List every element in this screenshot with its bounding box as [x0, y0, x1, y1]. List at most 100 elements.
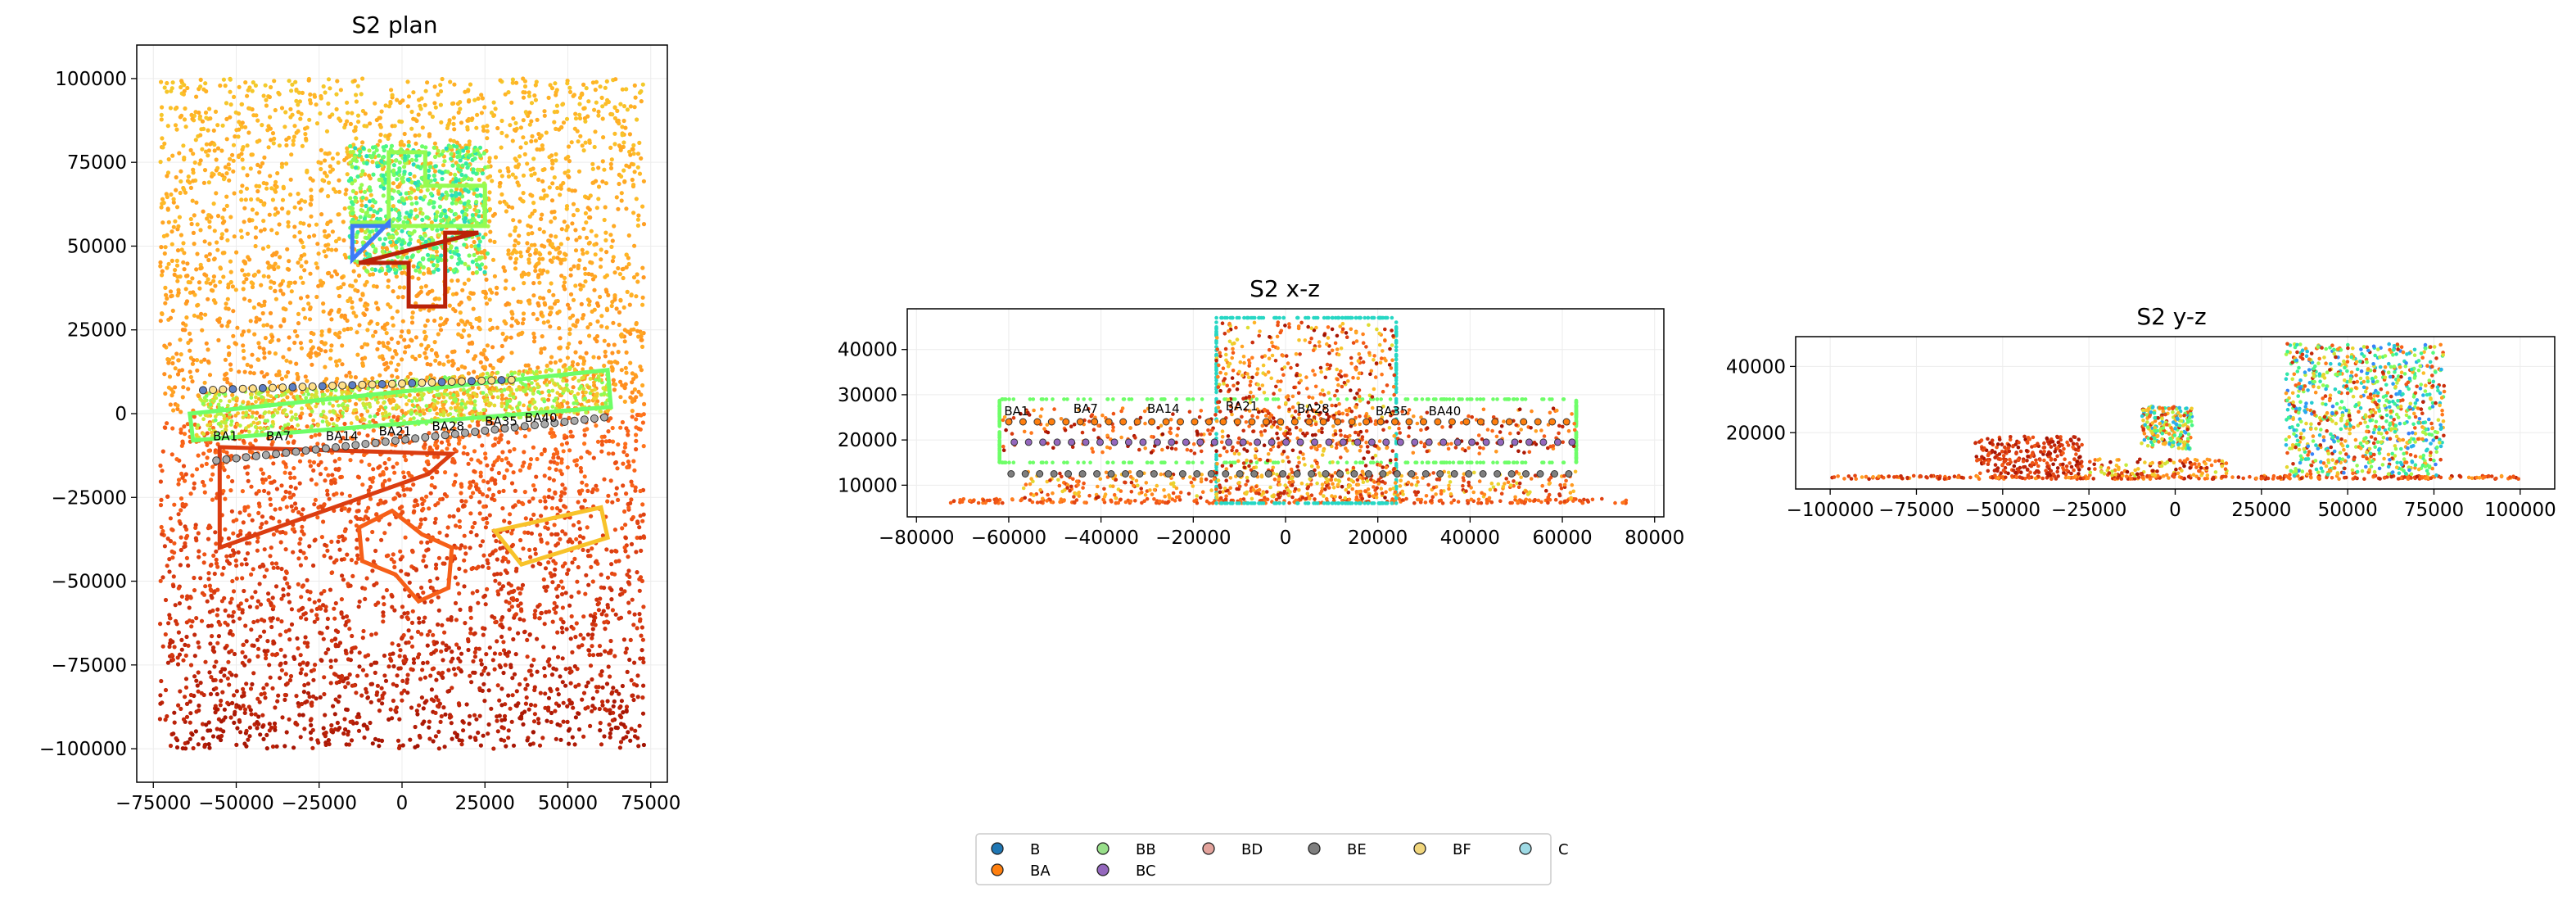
point: [382, 602, 386, 607]
point: [292, 280, 297, 285]
point: [547, 487, 552, 493]
point: [192, 588, 197, 593]
point: [226, 345, 231, 350]
point: [176, 512, 181, 517]
point: [355, 330, 359, 335]
point: [522, 618, 526, 623]
point: [291, 509, 296, 514]
point: [162, 372, 167, 377]
point: [500, 506, 505, 511]
point: [561, 120, 567, 125]
point: [403, 535, 408, 540]
point: [579, 455, 584, 460]
point: [368, 663, 373, 668]
point: [321, 280, 326, 285]
point: [618, 297, 623, 302]
point: [423, 355, 428, 360]
point: [476, 600, 481, 605]
point: [364, 514, 368, 519]
point: [432, 520, 437, 525]
point: [391, 464, 395, 469]
point: [603, 102, 608, 106]
point: [409, 620, 415, 626]
point: [472, 369, 477, 374]
point: [468, 546, 472, 550]
point: [456, 215, 462, 220]
point: [581, 734, 586, 739]
point: [617, 322, 621, 328]
point: [296, 556, 301, 561]
point: [599, 573, 603, 577]
point: [445, 555, 450, 561]
point: [586, 99, 591, 104]
point: [264, 656, 269, 661]
point: [310, 727, 315, 733]
point: [517, 233, 522, 238]
point: [560, 482, 565, 487]
point: [251, 113, 256, 118]
point: [319, 347, 323, 353]
point: [284, 143, 289, 147]
point: [283, 547, 288, 552]
point: [549, 532, 554, 537]
point: [299, 512, 304, 517]
point: [554, 158, 558, 163]
point: [619, 699, 625, 704]
point: [438, 88, 444, 94]
point: [346, 657, 351, 662]
point: [436, 332, 441, 337]
point: [362, 303, 367, 308]
point: [432, 485, 437, 490]
point: [468, 631, 473, 636]
point: [542, 673, 548, 678]
point: [329, 417, 334, 422]
point: [269, 546, 273, 550]
point: [170, 308, 175, 313]
point: [334, 92, 339, 97]
point: [335, 333, 340, 337]
point: [576, 590, 581, 595]
point: [626, 568, 631, 573]
point: [307, 117, 312, 122]
point: [543, 566, 549, 571]
point: [218, 623, 223, 627]
point: [468, 495, 473, 500]
point: [241, 520, 246, 525]
point: [599, 439, 605, 444]
point: [427, 134, 432, 138]
point: [270, 131, 276, 136]
point: [492, 667, 497, 672]
point: [186, 279, 191, 285]
point: [317, 432, 322, 437]
point: [214, 557, 219, 563]
point: [641, 444, 646, 449]
point: [169, 653, 174, 658]
point: [543, 705, 548, 710]
point: [362, 722, 367, 727]
point: [581, 614, 586, 619]
point: [485, 494, 490, 499]
point: [177, 215, 182, 220]
point: [397, 119, 402, 124]
point: [208, 641, 213, 646]
point: [223, 372, 228, 378]
point: [545, 659, 550, 664]
point: [447, 514, 452, 519]
point: [580, 697, 585, 702]
point: [549, 672, 555, 677]
point: [433, 442, 438, 448]
point: [245, 551, 251, 556]
point: [241, 343, 246, 348]
point: [472, 469, 477, 474]
point: [600, 401, 605, 406]
point: [571, 626, 576, 631]
point: [170, 80, 175, 85]
point: [180, 395, 185, 400]
point: [298, 275, 303, 280]
point: [197, 280, 201, 285]
point: [389, 432, 394, 437]
point: [315, 242, 320, 247]
point: [183, 478, 188, 483]
point: [542, 167, 547, 172]
point: [465, 125, 470, 129]
